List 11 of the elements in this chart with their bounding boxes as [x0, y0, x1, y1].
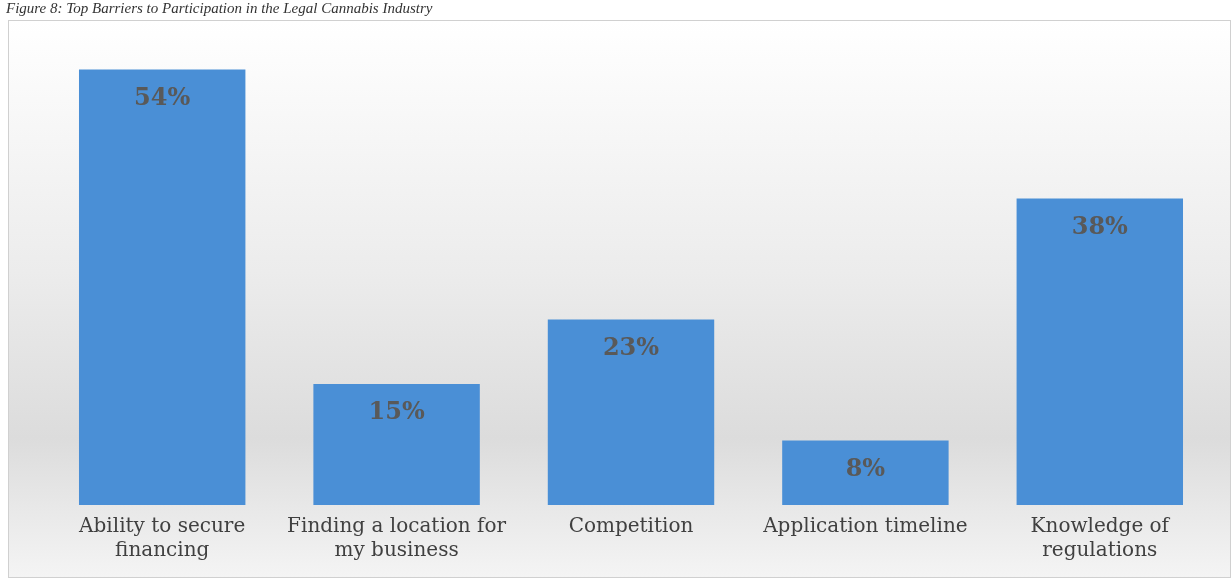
x-tick-label: Application timeline — [762, 513, 968, 538]
x-tick-label: Ability to secure financing — [78, 513, 246, 562]
chart-title: Figure 8: Top Barriers to Participation in the Legal Cannabis Industry — [6, 0, 433, 17]
data-label: 15% — [368, 396, 425, 426]
data-label: 38% — [1071, 210, 1129, 240]
data-label: 54% — [134, 81, 191, 111]
data-label: 23% — [602, 331, 660, 361]
data-label: 8% — [845, 452, 886, 482]
x-tick-label: Knowledge of regulations — [1030, 513, 1171, 562]
x-tick-label: Competition — [568, 513, 694, 538]
x-tick-label: Finding a location for my business — [287, 513, 507, 562]
